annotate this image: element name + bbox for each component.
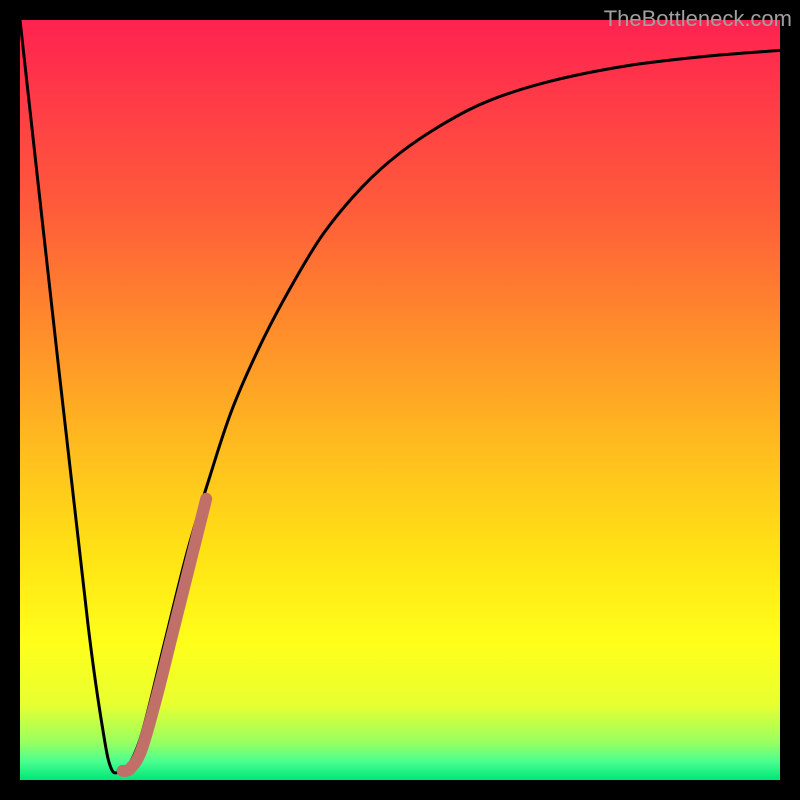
- chart-svg: [0, 0, 800, 800]
- watermark-text: TheBottleneck.com: [604, 6, 792, 32]
- chart-container: TheBottleneck.com: [0, 0, 800, 800]
